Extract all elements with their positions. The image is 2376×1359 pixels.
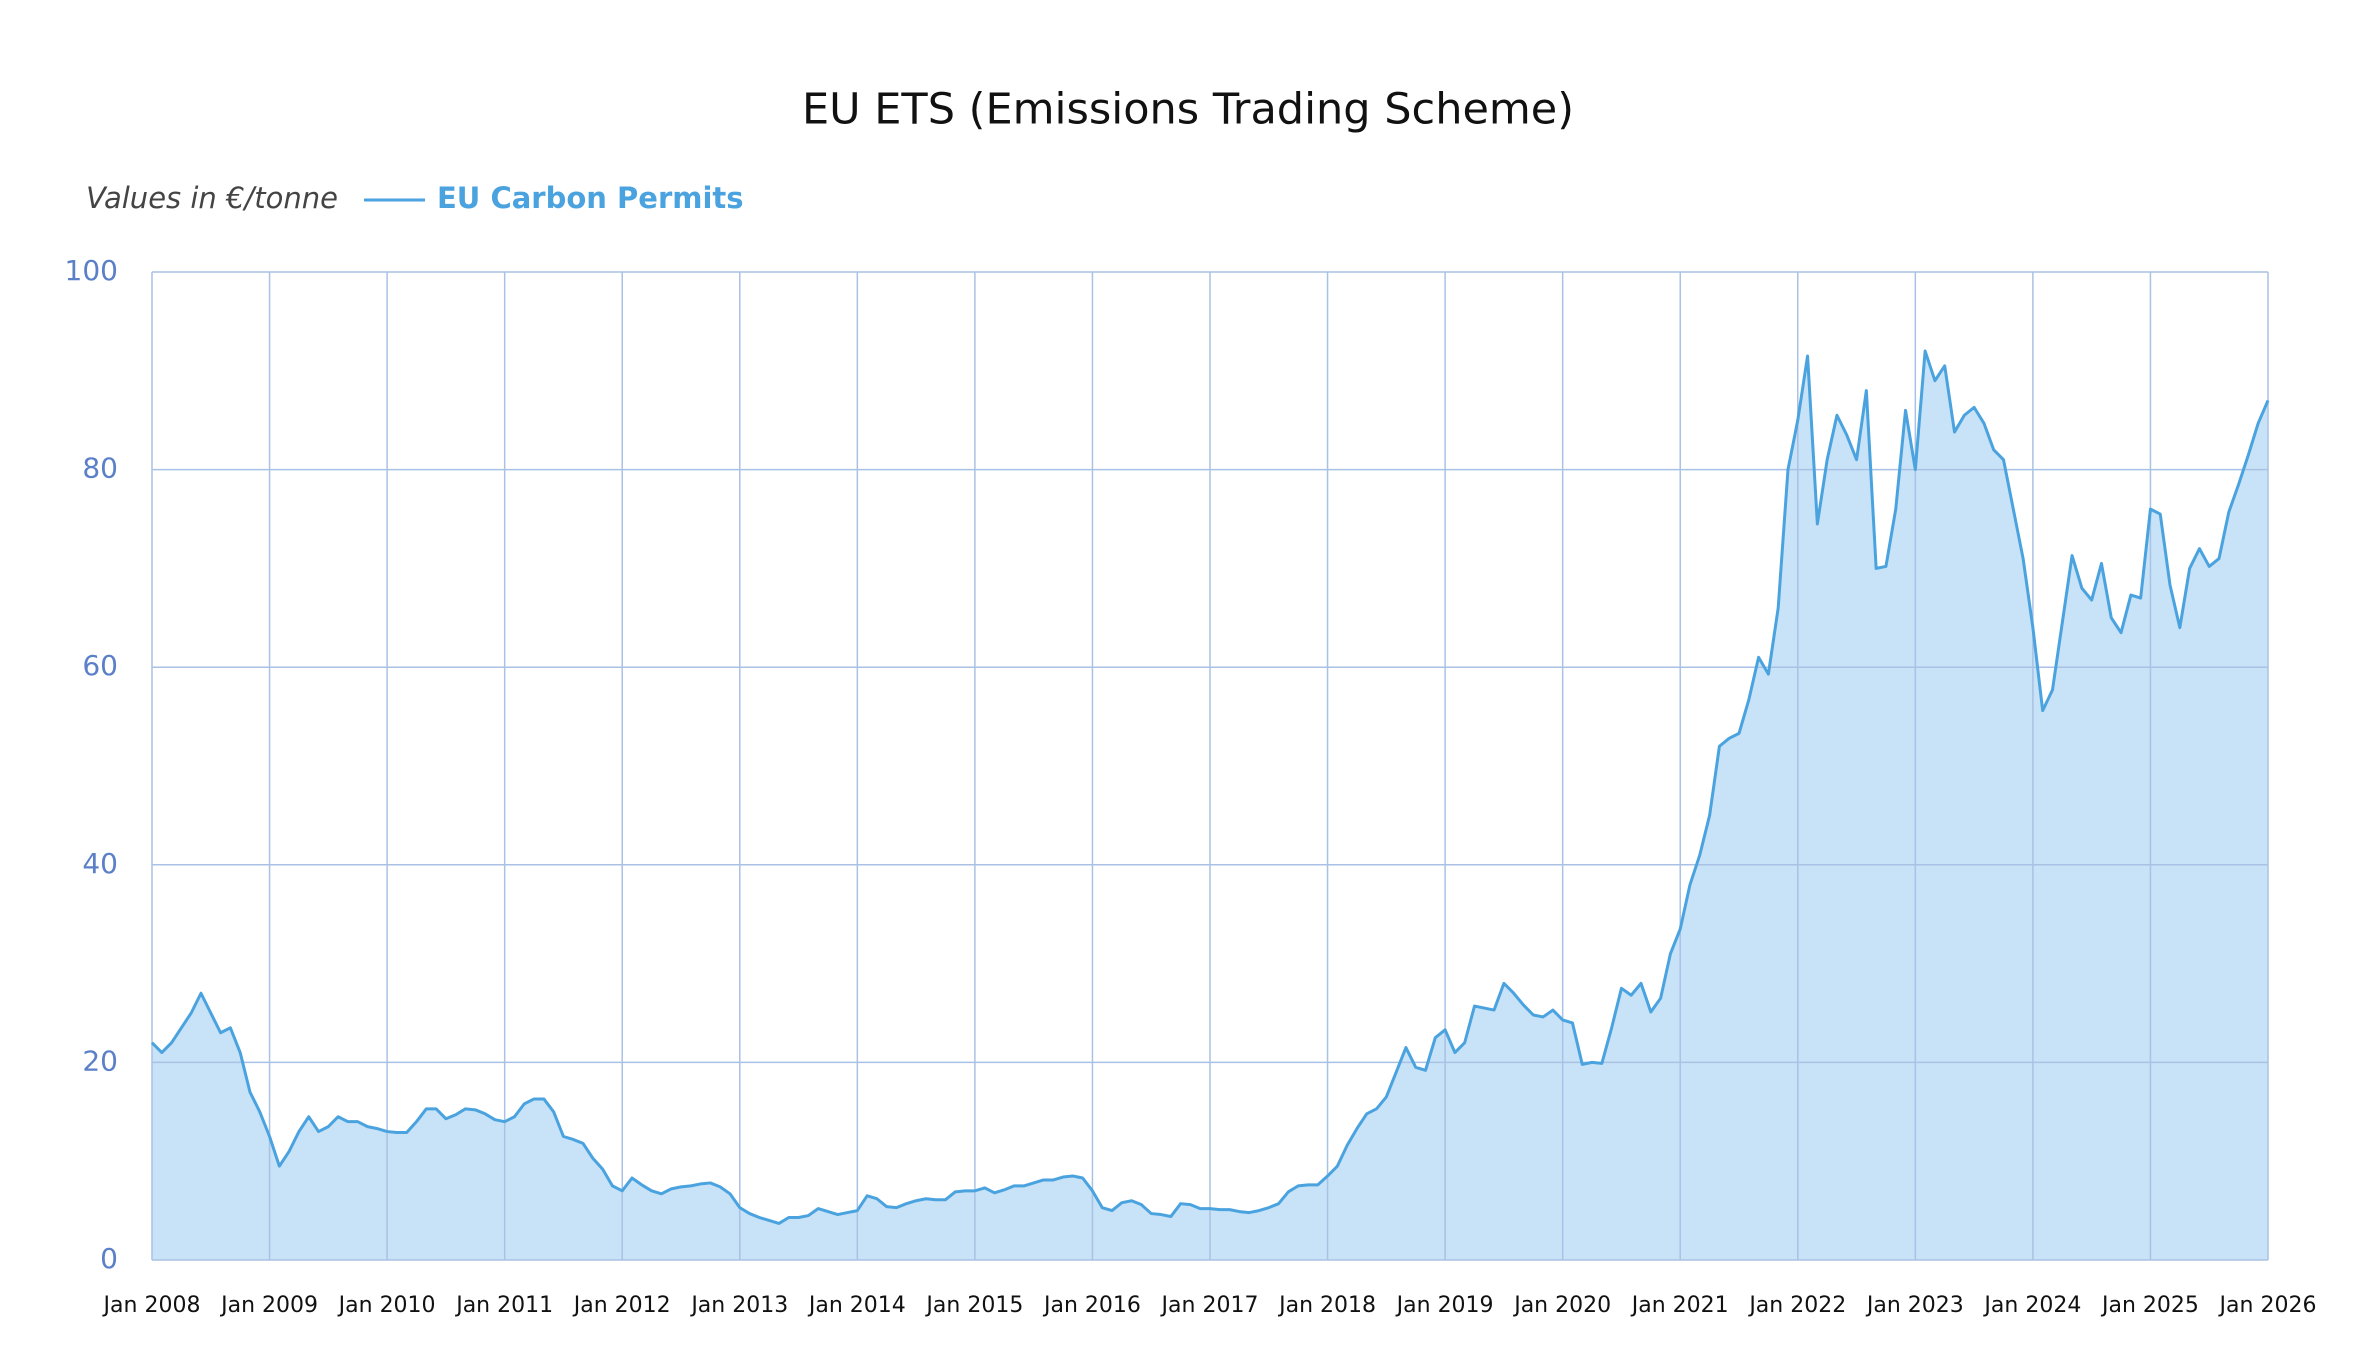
- x-tick-label: Jan 2012: [572, 1293, 671, 1318]
- x-tick-label: Jan 2009: [219, 1293, 318, 1318]
- x-tick-label: Jan 2011: [454, 1293, 553, 1318]
- chart-title: EU ETS (Emissions Trading Scheme): [802, 85, 1574, 135]
- x-tick-label: Jan 2024: [1982, 1293, 2081, 1318]
- y-tick-label: 100: [65, 254, 118, 287]
- x-tick-label: Jan 2018: [1277, 1293, 1376, 1318]
- x-tick-label: Jan 2020: [1512, 1293, 1611, 1318]
- y-tick-label: 0: [100, 1242, 118, 1275]
- y-tick-label: 80: [82, 452, 118, 485]
- x-tick-label: Jan 2013: [689, 1293, 788, 1318]
- x-tick-label: Jan 2025: [2100, 1293, 2199, 1318]
- x-tick-label: Jan 2015: [924, 1293, 1023, 1318]
- x-tick-label: Jan 2008: [102, 1293, 201, 1318]
- y-tick-label: 20: [82, 1044, 118, 1077]
- x-tick-label: Jan 2026: [2218, 1293, 2317, 1318]
- x-tick-label: Jan 2017: [1160, 1293, 1259, 1318]
- x-tick-label: Jan 2023: [1865, 1293, 1964, 1318]
- y-tick-label: 40: [82, 847, 118, 880]
- x-tick-label: Jan 2016: [1042, 1293, 1141, 1318]
- x-tick-label: Jan 2010: [337, 1293, 436, 1318]
- area-fill: [152, 351, 2268, 1260]
- y-tick-label: 60: [82, 649, 118, 682]
- x-tick-label: Jan 2019: [1395, 1293, 1494, 1318]
- series-line: [150, 349, 2270, 1225]
- x-tick-label: Jan 2014: [807, 1293, 906, 1318]
- legend-label: EU Carbon Permits: [437, 181, 744, 215]
- x-tick-label: Jan 2022: [1747, 1293, 1846, 1318]
- y-unit-label: Values in €/tonne: [86, 181, 338, 215]
- x-tick-label: Jan 2021: [1630, 1293, 1729, 1318]
